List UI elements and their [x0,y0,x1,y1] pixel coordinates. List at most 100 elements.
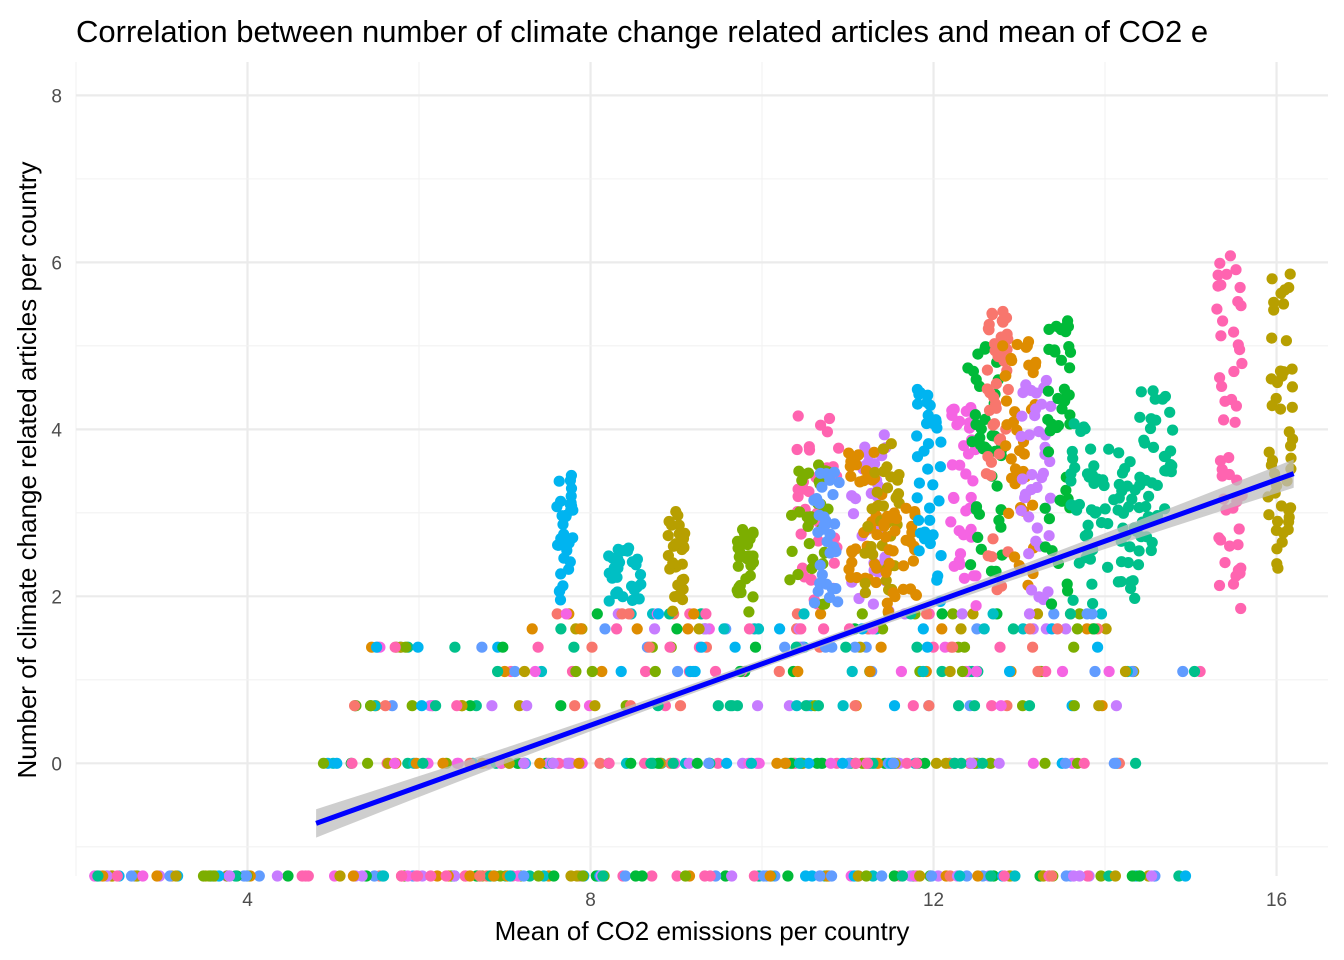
data-point [1068,870,1080,882]
data-point [555,623,567,635]
data-point [721,757,733,769]
data-point [1039,757,1051,769]
data-point [362,757,374,769]
data-point [1286,363,1298,375]
data-point [747,591,759,603]
data-point [474,870,486,882]
data-point [795,623,807,635]
data-point [991,480,1003,492]
data-point [947,641,959,653]
data-point [170,870,182,882]
data-point [1135,386,1147,398]
data-point [464,870,476,882]
data-point [1037,467,1049,479]
data-point [986,308,999,321]
data-point [594,757,606,769]
data-point [960,468,972,480]
data-point [1268,296,1280,308]
data-point [824,591,836,604]
data-point [824,547,836,559]
data-point [792,665,804,678]
data-point [795,528,807,540]
data-point [995,700,1007,712]
data-point [1108,494,1120,506]
data-point [1045,598,1058,610]
data-point [925,870,938,882]
data-point [833,476,845,489]
regression-fit [315,459,1295,838]
data-point [389,641,401,653]
data-point [1134,411,1146,423]
data-point [1082,519,1094,531]
data-point [591,608,603,620]
data-point [800,700,812,712]
data-point [368,870,380,882]
data-point [891,474,904,486]
data-point [1266,332,1278,344]
data-point [995,521,1007,533]
data-point [640,665,652,678]
data-point [1085,443,1097,455]
data-point [888,507,900,519]
data-point [1272,515,1284,528]
data-point [197,870,210,882]
data-point [814,467,827,479]
data-point [816,757,828,769]
data-point [936,623,948,635]
data-point [559,532,571,544]
data-point [449,641,461,653]
data-point [709,665,722,678]
data-point [1025,584,1038,596]
data-point [1276,536,1288,548]
data-point [1042,446,1055,458]
data-point [869,558,881,570]
data-point [464,700,476,712]
data-point [518,757,530,769]
data-point [978,623,990,635]
data-point [913,545,925,557]
data-point [965,523,977,536]
data-point [1092,473,1104,485]
data-point [924,537,936,550]
data-point [923,700,935,712]
data-point [985,470,997,482]
data-point [868,446,880,458]
data-point [440,870,452,882]
data-point [1236,357,1248,370]
data-point [1147,385,1159,397]
data-point [603,595,615,607]
data-point [878,518,890,530]
data-point [799,468,811,480]
data-point [649,665,661,678]
data-point [1126,870,1138,882]
data-point [1006,354,1018,367]
x-tick-label: 12 [923,890,944,911]
data-point [1121,480,1133,492]
data-point [1214,372,1226,384]
data-point [1286,401,1298,413]
data-point [603,550,615,562]
data-point [851,572,863,584]
data-point [1002,383,1014,396]
data-point [965,559,977,571]
data-point [1112,576,1124,588]
data-point [917,665,929,678]
data-point [589,700,601,712]
data-point [1093,700,1105,712]
data-point [912,398,924,410]
data-point [621,545,634,557]
data-point [1005,453,1017,465]
data-point [1004,665,1016,678]
data-point [825,757,837,769]
data-point [859,441,871,453]
data-point [573,757,585,769]
data-point [979,341,992,353]
data-point [569,700,581,712]
data-point [1124,456,1136,468]
data-point [1103,665,1115,678]
data-point [812,585,824,597]
data-point [818,623,830,635]
data-point [743,623,756,635]
data-point [240,870,252,882]
data-point [1144,422,1157,435]
